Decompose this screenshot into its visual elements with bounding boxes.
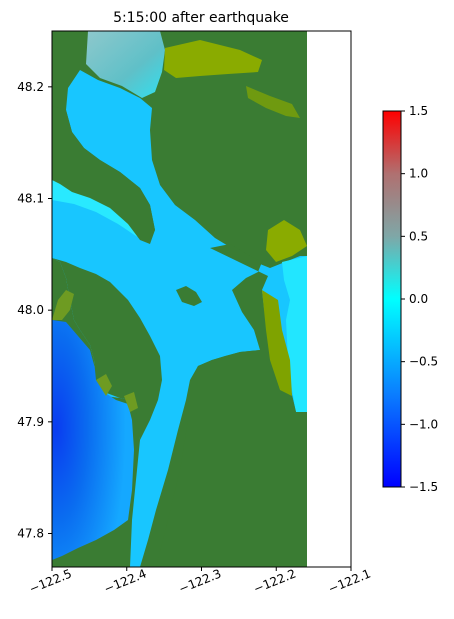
wetland-north-east (246, 86, 300, 118)
water-deep-region (52, 320, 134, 560)
water-main (52, 70, 307, 567)
wetland-east-lower (262, 290, 292, 396)
wetland-north (164, 40, 262, 78)
chart-title: 5:15:00 after earthquake (113, 10, 289, 26)
wetland-shore-strip (52, 290, 74, 320)
colorbar-tick-label: 1.5 (409, 104, 428, 118)
water-north-bay (86, 31, 165, 98)
colorbar-tick-label: −1.0 (409, 417, 438, 431)
colorbar: 1.5 1.0 0.5 0.0 −0.5 −1.0 −1.5 (382, 104, 438, 494)
x-tick-label: −122.5 (27, 566, 73, 596)
land-island-north (52, 106, 155, 244)
colorbar-tick-label: 0.5 (409, 229, 428, 243)
x-tick-label: −122.1 (326, 566, 372, 596)
y-tick-label: 47.8 (17, 527, 44, 541)
wetland-south-point (96, 374, 112, 396)
colorbar-tick-label: 1.0 (409, 167, 428, 181)
x-tick-label: −122.2 (252, 566, 298, 596)
y-tick-label: 48.1 (17, 192, 44, 206)
wetland-south-point-2 (124, 392, 138, 412)
x-tick-label: −122.3 (177, 566, 223, 596)
colorbar-tick-label: 0.0 (409, 292, 428, 306)
colorbar-ticks: 1.5 1.0 0.5 0.0 −0.5 −1.0 −1.5 (401, 104, 438, 494)
y-tick-label: 48.2 (17, 80, 44, 94)
y-tick-label: 48.0 (17, 303, 44, 317)
plot-area: −122.5 −122.4 −122.3 −122.2 −122.1 47.847.94… (17, 30, 373, 596)
water-east-bay (282, 256, 307, 412)
x-tick-label: −122.4 (102, 566, 148, 596)
colorbar-tick-label: −1.5 (409, 480, 438, 494)
land-small-island (176, 286, 202, 306)
colorbar-body (382, 110, 402, 488)
x-axis-ticks: −122.5 −122.4 −122.3 −122.2 −122.1 (27, 566, 372, 596)
heatmap-field (52, 31, 307, 567)
y-axis-ticks: 47.8 47.9 48.0 48.1 48.2 (17, 80, 52, 541)
y-tick-label: 47.9 (17, 415, 44, 429)
wetland-east (266, 220, 307, 262)
colorbar-tick-label: −0.5 (409, 355, 438, 369)
land-east-shore (156, 244, 307, 567)
